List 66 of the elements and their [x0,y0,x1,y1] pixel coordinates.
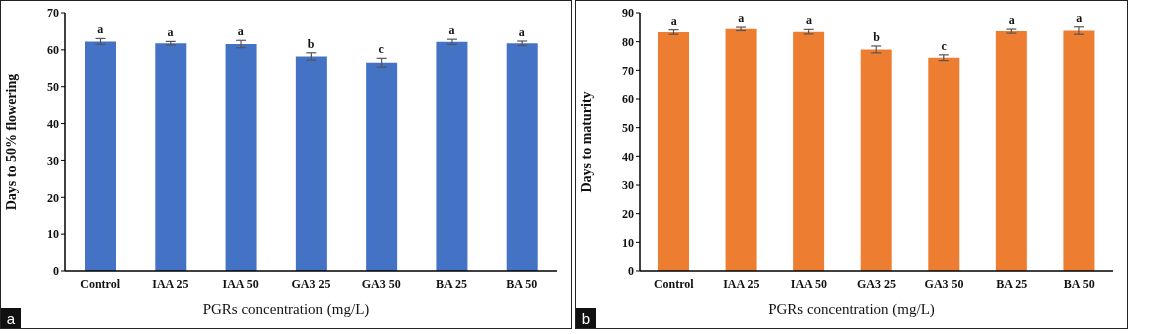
bar [436,41,468,271]
y-tick-label: 30 [622,178,634,193]
bar [793,31,825,271]
annotation: a [805,13,812,28]
annotation: a [1008,13,1015,28]
annotation: a [448,23,455,38]
bar [995,31,1027,271]
y-tick-label: 10 [47,227,59,242]
annotation: a [738,11,745,26]
x-tick-label: BA 50 [1063,276,1095,291]
bar [860,49,892,271]
y-tick-label: 30 [47,153,59,168]
y-tick-label: 90 [622,6,634,21]
text: b [576,308,596,328]
x-tick-label: GA3 50 [361,276,401,291]
bar [725,28,757,271]
annotation: c [378,42,385,57]
x-tick-label: Control [80,276,121,291]
bar [658,31,689,271]
y-tick-label: 50 [622,120,634,135]
bar [155,43,187,271]
x-tick-label: IAA 50 [790,276,828,291]
y-tick-label: 20 [622,206,634,221]
bar [928,57,960,271]
x-tick-label: IAA 50 [222,276,259,291]
x-tick-label: IAA 25 [723,276,760,291]
y-tick-label: 60 [622,92,634,107]
x-tick-label: GA3 25 [291,276,331,291]
x-tick-label: IAA 25 [152,276,189,291]
bar [1063,30,1095,271]
y-tick-label: 20 [47,190,59,205]
annotation: c [941,38,948,53]
annotation: b [307,36,315,51]
text: a [1,308,21,328]
x-tick-label: Control [653,276,695,291]
y-axis-title: Days to maturity [578,91,594,193]
x-tick-label: GA3 25 [857,276,896,291]
annotation: b [873,29,881,44]
x-tick-label: BA 25 [996,276,1028,291]
x-tick-label: BA 25 [436,276,468,291]
bar [366,62,398,271]
y-tick-label: 50 [47,79,59,94]
y-axis-title: Days to 50% flowering [3,73,19,211]
bar [225,43,257,271]
annotation: a [167,25,174,40]
y-tick-label: 70 [622,63,634,78]
y-tick-label: 0 [628,264,634,279]
x-axis-title: PGRs concentration (mg/L) [768,301,935,317]
y-tick-label: 40 [47,116,59,131]
x-tick-label: BA 50 [506,276,538,291]
annotation: a [670,13,677,28]
y-tick-label: 60 [47,43,59,58]
bar [295,56,327,271]
y-tick-label: 10 [622,235,634,250]
bar [85,41,116,271]
annotation: a [518,25,525,40]
y-tick-label: 0 [53,264,59,279]
annotation: a [1076,10,1083,25]
y-tick-label: 40 [622,149,634,164]
annotation: a [97,22,104,37]
bar [506,43,538,271]
x-tick-label: GA3 50 [924,276,964,291]
y-tick-label: 70 [47,6,59,21]
annotation: a [237,24,244,39]
x-axis-title: PGRs concentration (mg/L) [202,301,370,317]
y-tick-label: 80 [622,34,634,49]
